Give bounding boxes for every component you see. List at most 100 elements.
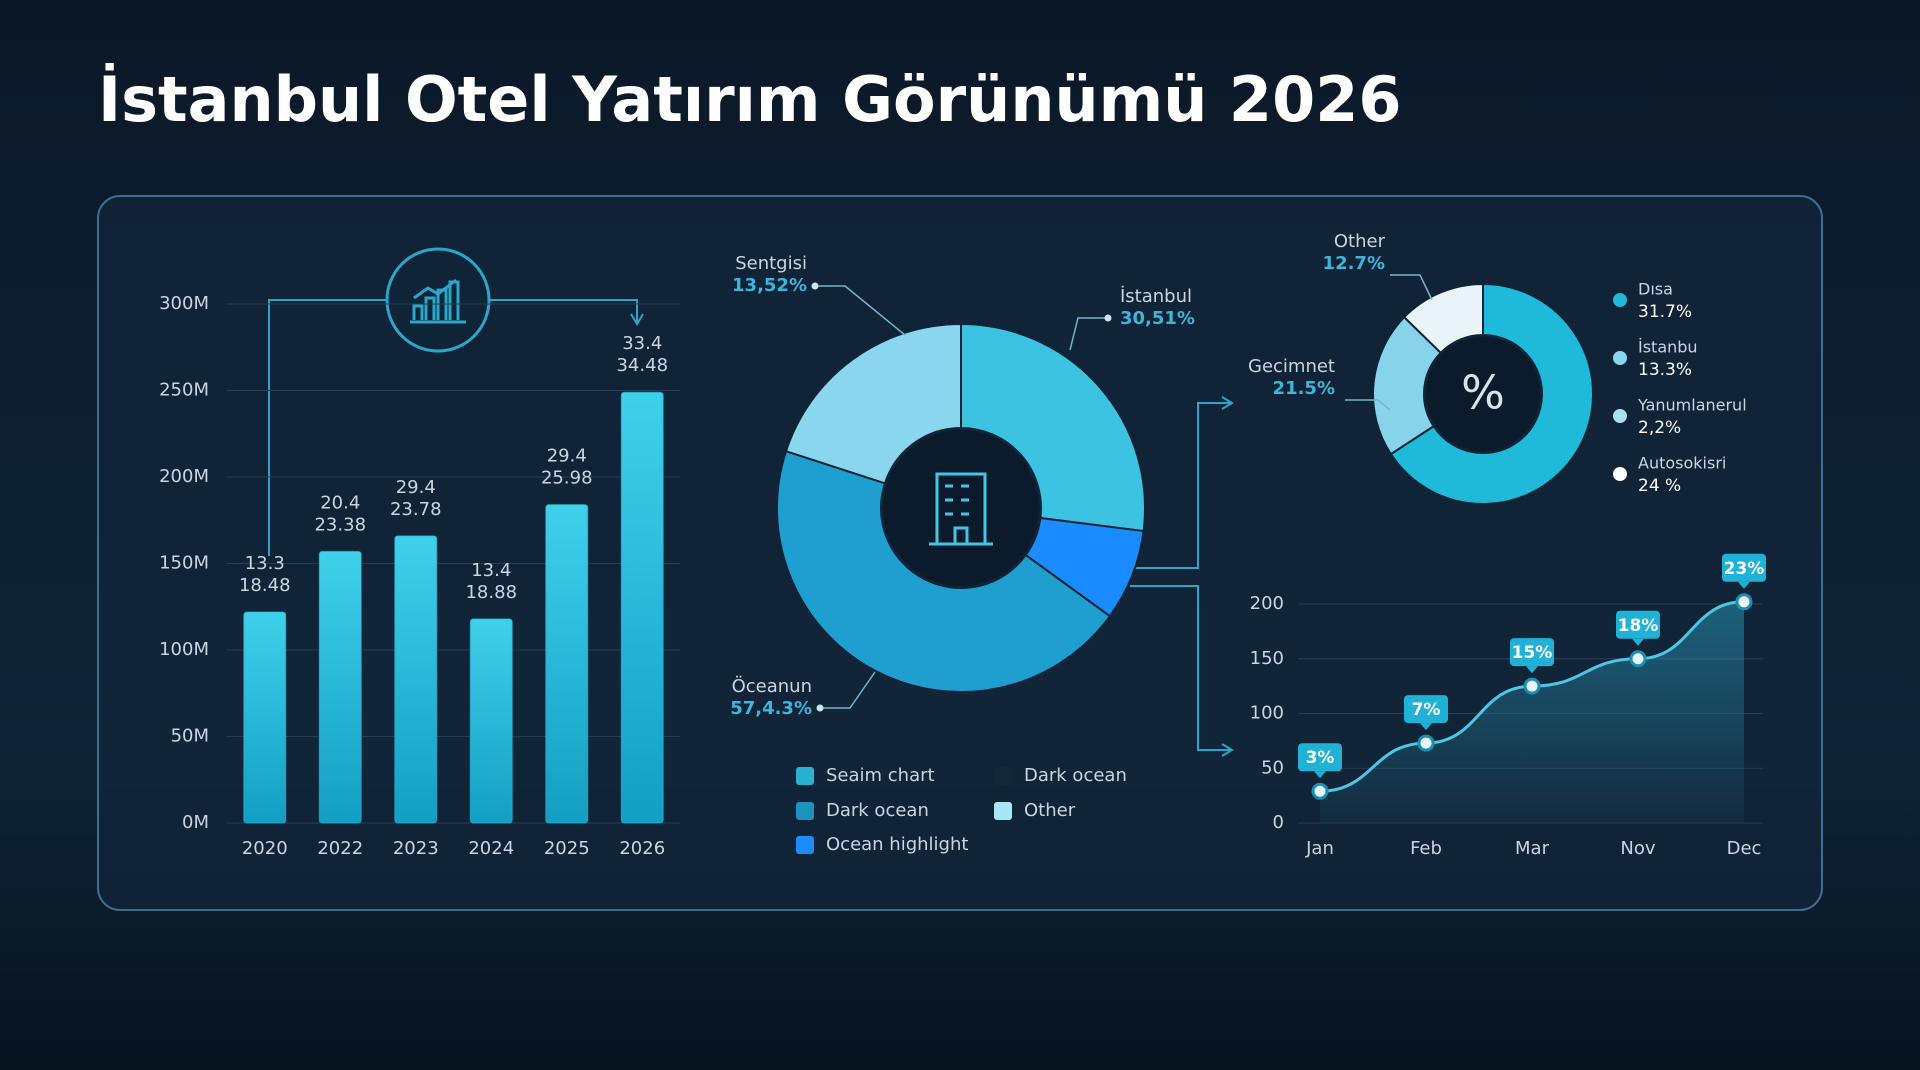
badge xyxy=(1404,695,1448,724)
x-tick-label: Feb xyxy=(1410,838,1442,859)
badge xyxy=(1722,553,1766,582)
legend-swatch xyxy=(994,767,1012,785)
badge-pointer xyxy=(1632,638,1644,646)
bar xyxy=(243,611,287,824)
bar xyxy=(469,618,513,824)
legend-swatch xyxy=(796,802,814,820)
bar xyxy=(394,535,438,824)
donut-segment xyxy=(784,322,962,485)
segment-value: 12.7% xyxy=(1323,253,1385,274)
legend-dot xyxy=(1613,409,1627,423)
callout-dot xyxy=(816,704,824,712)
x-tick-label: 2025 xyxy=(544,838,590,859)
legend-swatch xyxy=(796,836,814,854)
x-tick-label: Nov xyxy=(1620,838,1655,859)
bar-annotation: 23.38 xyxy=(314,514,366,535)
x-tick-label: Jan xyxy=(1305,838,1334,859)
bar-annotation: 33.4 xyxy=(622,333,662,354)
callout-label: İstanbul xyxy=(1120,286,1192,307)
callout-line xyxy=(820,671,876,709)
bar-annotation: 34.48 xyxy=(616,355,668,376)
line-point xyxy=(1311,782,1329,800)
line-point xyxy=(1417,734,1435,752)
legend-label: Other xyxy=(1024,800,1076,821)
x-tick-label: 2023 xyxy=(393,838,439,859)
y-tick-label: 200 xyxy=(1250,593,1284,614)
legend-label: Dark ocean xyxy=(826,800,929,821)
legend-label: Yanumlanerul xyxy=(1637,396,1747,415)
badge xyxy=(1616,610,1660,639)
callout-label: Sentgisi xyxy=(735,253,807,274)
legend-value: 24 % xyxy=(1638,476,1681,496)
badge-label: 18% xyxy=(1618,616,1659,636)
x-tick-label: 2022 xyxy=(317,838,363,859)
donut-segment xyxy=(1402,282,1484,355)
legend-dot xyxy=(1613,351,1627,365)
bar-annotation: 25.98 xyxy=(541,468,593,489)
badge-label: 3% xyxy=(1306,748,1335,768)
callout-dot xyxy=(811,282,819,290)
segment-label: Gecimnet xyxy=(1248,356,1335,377)
legend-label: Dısa xyxy=(1638,280,1673,299)
legend-label: Ocean highlight xyxy=(826,834,968,855)
connector xyxy=(1130,402,1230,751)
arrow xyxy=(630,313,644,326)
callout-value: 13,52% xyxy=(732,275,807,296)
y-tick-label: 150M xyxy=(159,553,209,574)
callout-line xyxy=(1390,274,1433,301)
x-tick-label: 2024 xyxy=(468,838,514,859)
bar-annotation: 13.4 xyxy=(471,560,511,581)
bar-annotation: 18.88 xyxy=(465,582,517,603)
line-point xyxy=(1735,593,1753,611)
y-tick-label: 50M xyxy=(171,726,209,747)
bar-annotation: 18.48 xyxy=(239,575,291,596)
chart-icon xyxy=(410,278,466,324)
line-point xyxy=(1629,650,1647,668)
legend-dot xyxy=(1613,293,1627,307)
callout-line xyxy=(1345,399,1391,411)
donut-segment xyxy=(776,449,1112,693)
bar-annotation: 13.3 xyxy=(245,553,285,574)
badge-pointer xyxy=(1420,723,1432,731)
segment-value: 21.5% xyxy=(1273,378,1335,399)
legend-dot xyxy=(1613,467,1627,481)
donut-segment xyxy=(960,322,1146,533)
y-tick-label: 100M xyxy=(159,639,209,660)
y-tick-label: 0M xyxy=(182,812,209,833)
y-tick-label: 0 xyxy=(1273,812,1284,833)
legend-swatch xyxy=(994,802,1012,820)
y-tick-label: 250M xyxy=(159,380,209,401)
callout-label: Öceanun xyxy=(732,675,812,697)
x-tick-label: Dec xyxy=(1727,838,1762,859)
legend-label: Dark ocean xyxy=(1024,765,1127,786)
y-tick-label: 200M xyxy=(159,466,209,487)
legend-label: Autosokisri xyxy=(1638,454,1726,473)
badge-label: 15% xyxy=(1512,643,1553,663)
page-title: İstanbul Otel Yatırım Görünümü 2026 xyxy=(98,63,1401,136)
x-tick-label: 2026 xyxy=(619,838,665,859)
legend-value: 2,2% xyxy=(1638,418,1681,438)
legend-label: Seaim chart xyxy=(826,765,935,786)
callout-value: 57,4.3% xyxy=(730,698,812,719)
x-tick-label: 2020 xyxy=(242,838,288,859)
bar-annotation: 29.4 xyxy=(396,477,436,498)
y-tick-label: 150 xyxy=(1250,648,1284,669)
y-tick-label: 50 xyxy=(1261,757,1284,778)
bar-annotation: 29.4 xyxy=(547,446,587,467)
badge xyxy=(1510,638,1554,667)
callout-value: 30,51% xyxy=(1120,308,1195,329)
segment-label: Other xyxy=(1334,231,1386,252)
line-area xyxy=(1320,601,1744,823)
center-label: % xyxy=(1461,366,1505,420)
donut-segment xyxy=(1372,315,1443,456)
connector xyxy=(268,299,638,556)
y-tick-label: 100 xyxy=(1250,703,1284,724)
legend-value: 13.3% xyxy=(1638,360,1692,380)
line-point xyxy=(1523,677,1541,695)
donut-hole xyxy=(1426,337,1540,451)
legend-swatch xyxy=(796,767,814,785)
bar-annotation: 20.4 xyxy=(320,492,360,513)
bar-annotation: 23.78 xyxy=(390,499,442,520)
